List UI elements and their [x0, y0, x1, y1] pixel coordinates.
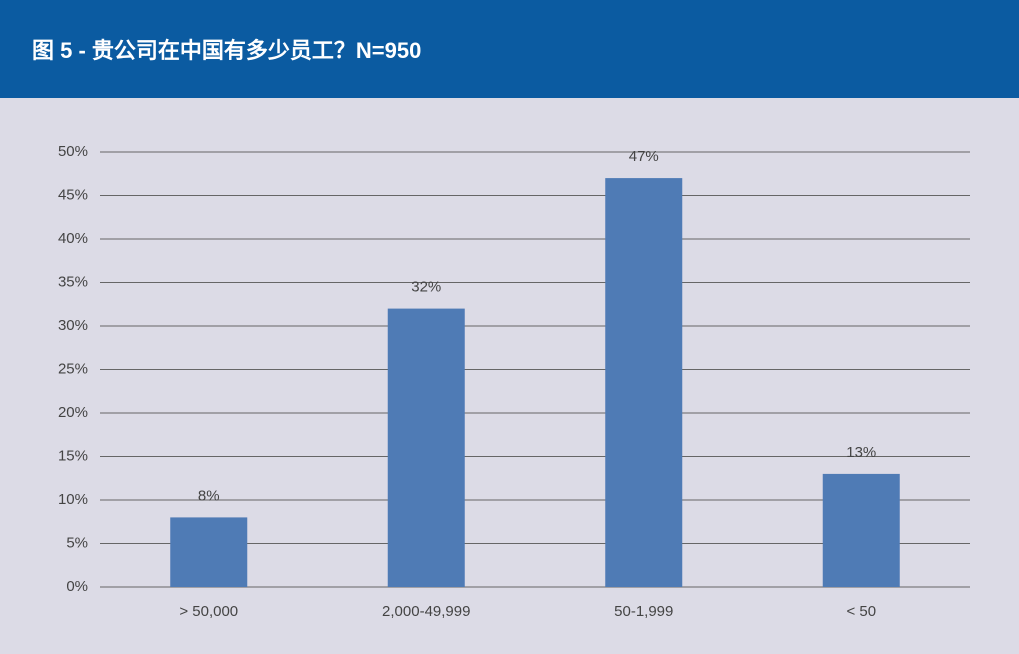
value-label: 47%	[629, 148, 659, 165]
y-tick-label: 20%	[58, 404, 88, 421]
x-tick-label: 50-1,999	[614, 603, 673, 620]
y-tick-label: 15%	[58, 447, 88, 464]
y-tick-label: 40%	[58, 230, 88, 247]
bar	[170, 517, 248, 587]
y-tick-label: 35%	[58, 273, 88, 290]
header-bar	[0, 0, 1019, 98]
chart-title: 图 5 - 贵公司在中国有多少员工？N=950	[32, 38, 421, 63]
bar	[822, 473, 900, 587]
y-tick-label: 25%	[58, 360, 88, 377]
y-tick-label: 30%	[58, 317, 88, 334]
y-tick-label: 0%	[66, 578, 88, 595]
y-tick-label: 10%	[58, 491, 88, 508]
bar	[605, 178, 683, 587]
y-tick-label: 5%	[66, 534, 88, 551]
x-tick-label: 2,000-49,999	[382, 603, 470, 620]
bar	[387, 308, 465, 587]
value-label: 32%	[411, 279, 441, 296]
x-tick-label: > 50,000	[179, 603, 238, 620]
y-tick-label: 45%	[58, 186, 88, 203]
value-label: 13%	[846, 444, 876, 461]
value-label: 8%	[198, 487, 220, 504]
x-tick-label: < 50	[846, 603, 876, 620]
y-tick-label: 50%	[58, 143, 88, 160]
